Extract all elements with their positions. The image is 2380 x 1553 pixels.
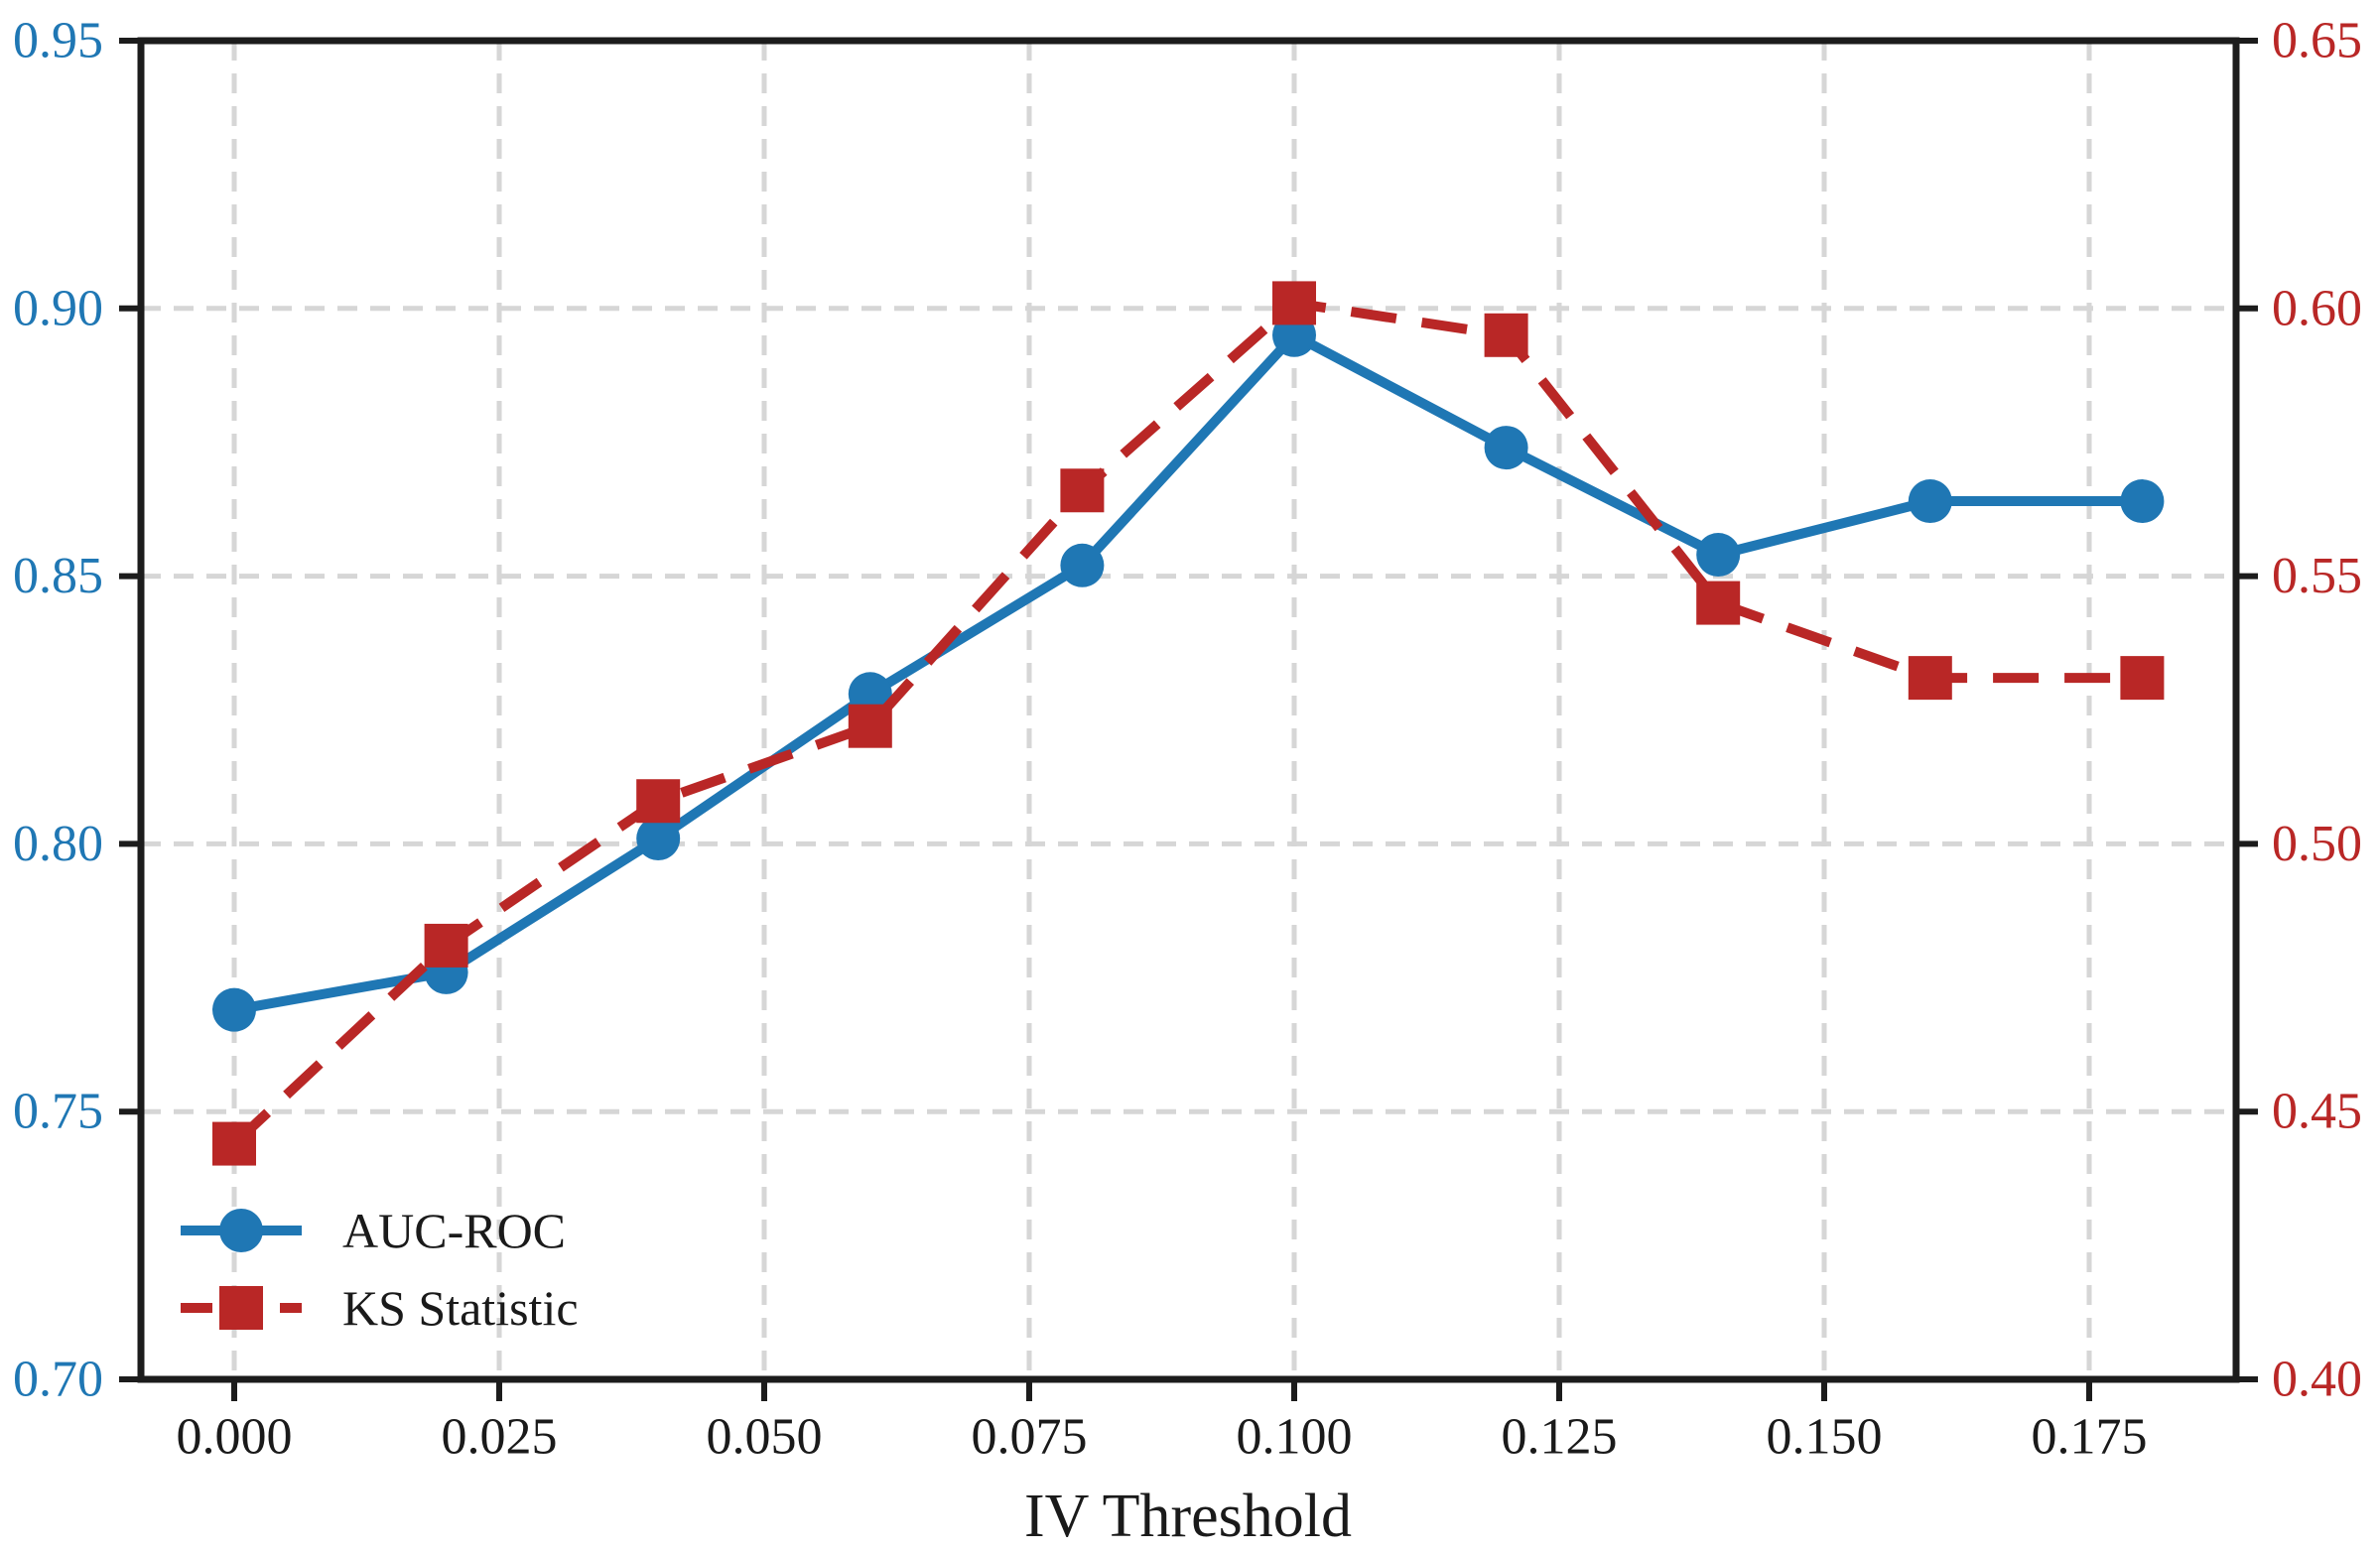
- x-tick-label: 0.025: [442, 1409, 558, 1466]
- ks-statistic-marker: [636, 779, 681, 824]
- y-right-tick-label: 0.45: [2272, 1084, 2362, 1140]
- auc-roc-marker: [212, 987, 256, 1032]
- ks-statistic-marker: [1272, 281, 1316, 325]
- legend: AUC-ROC KS Statistic: [181, 1203, 579, 1336]
- y-left-tick-label: 0.70: [13, 1352, 103, 1408]
- ks-statistic-marker: [848, 704, 892, 748]
- ks-statistic-marker: [212, 1121, 256, 1166]
- y-right-tick-label: 0.50: [2272, 816, 2362, 872]
- y-left-tick-label: 0.90: [13, 280, 103, 336]
- ks-statistic-marker: [424, 923, 468, 968]
- x-tick-label: 0.125: [1502, 1409, 1618, 1466]
- ks-statistic-marker: [1484, 313, 1528, 357]
- legend-ks-marker-icon: [219, 1286, 263, 1330]
- y-right-tick-label: 0.60: [2272, 280, 2362, 336]
- x-tick-label: 0.150: [1767, 1409, 1883, 1466]
- ks-statistic-marker: [1696, 581, 1741, 625]
- x-tick-label: 0.175: [2032, 1409, 2148, 1466]
- series-layer: [212, 281, 2165, 1166]
- auc-roc-marker: [1484, 426, 1528, 470]
- y-right-tick-label: 0.40: [2272, 1352, 2362, 1408]
- legend-auc-label: AUC-ROC: [342, 1203, 566, 1258]
- legend-ks-label: KS Statistic: [342, 1280, 579, 1336]
- y-left-tick-label: 0.85: [13, 548, 103, 604]
- y-right-tick-label: 0.65: [2272, 13, 2362, 69]
- auc-roc-line: [229, 329, 2148, 1015]
- y-right-tick-label: 0.55: [2272, 548, 2362, 604]
- plot-border: [137, 37, 2240, 1383]
- ks-statistic-marker: [1060, 468, 1105, 513]
- y-left-tick-label: 0.95: [13, 13, 103, 69]
- x-tick-label: 0.075: [972, 1409, 1088, 1466]
- y-left-tick-label: 0.80: [13, 816, 103, 872]
- auc-roc-marker: [1908, 479, 1952, 524]
- legend-item-auc-roc: AUC-ROC: [181, 1203, 566, 1258]
- grid-layer: [141, 41, 2236, 1379]
- y-left-tick-label: 0.75: [13, 1084, 103, 1140]
- ks-statistic-marker: [2120, 656, 2165, 701]
- legend-auc-marker-icon: [219, 1209, 263, 1252]
- axes-layer: [119, 37, 2258, 1401]
- auc-roc-marker: [2120, 479, 2165, 524]
- x-axis-title: IV Threshold: [1024, 1483, 1352, 1548]
- legend-item-ks-statistic: KS Statistic: [181, 1280, 579, 1336]
- auc-roc-marker: [1060, 543, 1105, 587]
- ks-statistic-line: [230, 298, 2143, 1148]
- x-tick-label: 0.050: [707, 1409, 823, 1466]
- x-tick-label: 0.100: [1237, 1409, 1353, 1466]
- auc-roc-marker: [636, 817, 681, 861]
- ks-statistic-marker: [1908, 656, 1952, 701]
- tick-label-layer: 0.000 0.025 0.050 0.075 0.100 0.125 0.150 0.175…: [13, 13, 2362, 1466]
- auc-roc-marker: [1696, 533, 1741, 578]
- x-tick-label: 0.000: [177, 1409, 293, 1466]
